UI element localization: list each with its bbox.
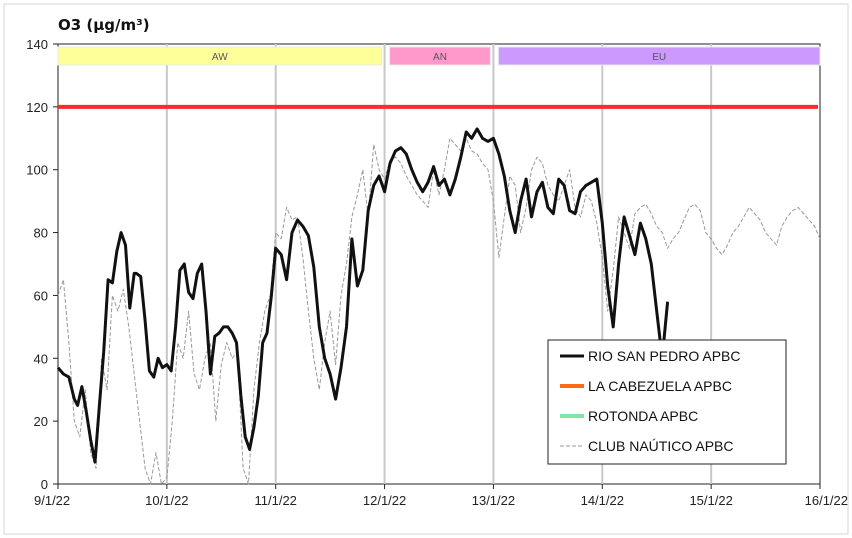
legend-box: [547, 339, 787, 465]
x-tick-label: 16/1/22: [805, 493, 848, 508]
chart-border: [3, 3, 849, 535]
legend: RIO SAN PEDRO APBC LA CABEZUELA APBC ROTON…: [547, 339, 787, 465]
x-tick-label: 11/1/22: [255, 493, 297, 508]
plot-area: AW AN EU 0 20 40 60 80 100 120 140 9/1/22 10/1/22 11/…: [26, 37, 848, 508]
x-tick-label: 9/1/22: [34, 493, 70, 508]
y-tick-label: 60: [34, 288, 48, 303]
legend-label: LA CABEZUELA APBC: [588, 378, 732, 394]
period-band-label: EU: [652, 52, 666, 63]
x-tick-label: 14/1/22: [581, 493, 624, 508]
x-tick-label: 13/1/22: [472, 493, 515, 508]
y-tick-label: 0: [41, 477, 48, 492]
legend-label: ROTONDA APBC: [588, 408, 698, 424]
period-band-label: AW: [212, 52, 228, 63]
legend-label: CLUB NAÚTICO APBC: [588, 438, 733, 454]
x-tick-label: 15/1/22: [689, 493, 732, 508]
legend-label: RIO SAN PEDRO APBC: [588, 348, 740, 364]
series-line: [56, 127, 670, 464]
y-tick-label: 120: [26, 100, 48, 115]
y-tick-label: 80: [34, 226, 48, 241]
y-tick-label: 100: [26, 163, 48, 178]
series-line: [57, 137, 821, 485]
x-tick-label: 12/1/22: [363, 493, 406, 508]
chart-title: O3 (µg/m³): [58, 16, 150, 34]
period-band-aw: [57, 46, 383, 66]
period-band-label: AN: [433, 52, 447, 63]
y-tick-label: 20: [34, 414, 48, 429]
y-tick-label: 140: [26, 37, 48, 52]
y-tick-label: 40: [34, 351, 48, 366]
period-band-an: [389, 46, 491, 66]
period-band-eu: [497, 46, 821, 66]
x-tick-label: 10/1/22: [145, 493, 188, 508]
